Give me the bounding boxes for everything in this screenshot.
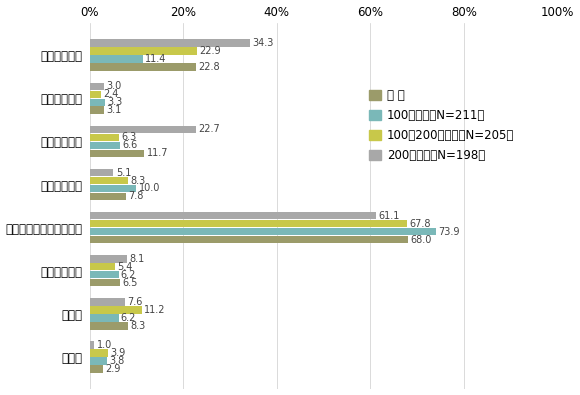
Text: 22.8: 22.8 xyxy=(198,62,220,72)
Text: 8.3: 8.3 xyxy=(130,321,146,331)
Text: 10.0: 10.0 xyxy=(139,184,160,194)
Text: 6.2: 6.2 xyxy=(121,270,136,280)
Bar xyxy=(89,271,118,278)
Bar xyxy=(89,55,143,63)
Text: 3.1: 3.1 xyxy=(106,105,122,115)
Bar xyxy=(89,40,250,47)
Bar xyxy=(89,142,121,149)
Bar xyxy=(89,298,125,306)
Text: 5.4: 5.4 xyxy=(117,262,132,272)
Text: 73.9: 73.9 xyxy=(438,227,459,237)
Bar xyxy=(89,90,101,98)
Bar xyxy=(89,342,94,349)
Bar xyxy=(89,255,128,263)
Bar xyxy=(89,83,104,90)
Legend: 全 体, 100床未満（N=211）, 100～200床未満（N=205）, 200床以上（N=198）: 全 体, 100床未満（N=211）, 100～200床未満（N=205）, 2… xyxy=(367,87,517,164)
Bar xyxy=(89,185,136,192)
Text: 6.3: 6.3 xyxy=(121,132,137,142)
Bar xyxy=(89,63,196,71)
Bar xyxy=(89,357,107,365)
Bar xyxy=(89,322,128,329)
Text: 3.9: 3.9 xyxy=(110,348,125,358)
Bar xyxy=(89,169,113,176)
Text: 3.3: 3.3 xyxy=(107,97,122,107)
Text: 61.1: 61.1 xyxy=(378,211,399,221)
Text: 7.8: 7.8 xyxy=(128,192,144,201)
Bar xyxy=(89,212,376,219)
Text: 2.9: 2.9 xyxy=(106,364,121,374)
Bar xyxy=(89,228,436,235)
Bar xyxy=(89,306,142,314)
Text: 8.3: 8.3 xyxy=(130,175,146,186)
Bar xyxy=(89,177,128,184)
Text: 3.8: 3.8 xyxy=(110,356,125,366)
Bar xyxy=(89,98,105,106)
Text: 7.6: 7.6 xyxy=(128,297,143,307)
Text: 6.5: 6.5 xyxy=(122,278,137,288)
Text: 68.0: 68.0 xyxy=(410,235,432,245)
Text: 22.7: 22.7 xyxy=(198,124,220,134)
Bar xyxy=(89,263,115,271)
Bar xyxy=(89,134,119,141)
Text: 6.2: 6.2 xyxy=(121,313,136,323)
Text: 34.3: 34.3 xyxy=(252,38,274,48)
Text: 11.4: 11.4 xyxy=(145,54,166,64)
Bar xyxy=(89,279,120,286)
Text: 6.6: 6.6 xyxy=(123,140,138,150)
Text: 5.1: 5.1 xyxy=(116,167,131,177)
Bar xyxy=(89,220,407,228)
Text: 22.9: 22.9 xyxy=(199,46,221,56)
Bar xyxy=(89,47,197,55)
Text: 11.7: 11.7 xyxy=(147,149,168,158)
Bar xyxy=(89,314,118,322)
Text: 1.0: 1.0 xyxy=(96,340,112,350)
Text: 11.2: 11.2 xyxy=(144,305,166,315)
Bar xyxy=(89,126,196,133)
Text: 8.1: 8.1 xyxy=(130,254,145,264)
Bar xyxy=(89,365,103,373)
Text: 67.8: 67.8 xyxy=(409,219,431,229)
Bar xyxy=(89,350,108,357)
Bar xyxy=(89,107,104,114)
Text: 2.4: 2.4 xyxy=(103,89,118,99)
Bar xyxy=(89,193,126,200)
Text: 3.0: 3.0 xyxy=(106,81,121,91)
Bar xyxy=(89,236,408,243)
Bar xyxy=(89,150,144,157)
